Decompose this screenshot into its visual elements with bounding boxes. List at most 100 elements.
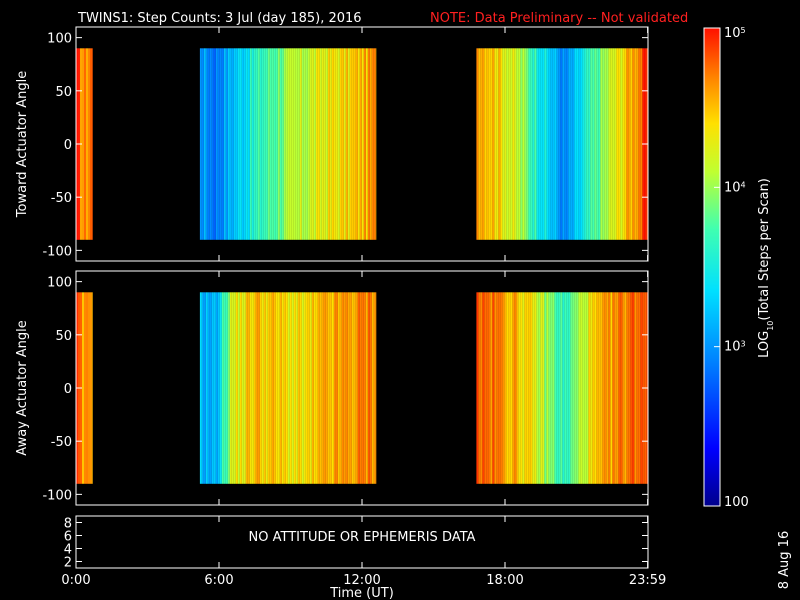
heatmap-cell <box>273 292 276 484</box>
heatmap-cell <box>227 292 230 484</box>
heatmap-cell <box>556 48 559 240</box>
heatmap-cell <box>241 48 244 240</box>
heatmap-cell <box>498 292 501 484</box>
heatmap-cell <box>293 48 296 240</box>
colorbar-tick-label: 103 <box>724 339 746 355</box>
heatmap-cell <box>478 292 481 484</box>
heatmap-cell <box>496 292 499 484</box>
heatmap-cell <box>371 48 374 240</box>
heatmap-cell <box>253 292 256 484</box>
heatmap-cell <box>570 48 573 240</box>
heatmap-cell <box>349 48 352 240</box>
heatmap-cell <box>544 48 547 240</box>
heatmap-cell <box>510 292 513 484</box>
heatmap-cell <box>618 292 621 484</box>
heatmap-cell <box>201 48 204 240</box>
heatmap-cell <box>203 48 206 240</box>
heatmap-cell <box>353 292 356 484</box>
heatmap-cell <box>510 48 513 240</box>
heatmap-cell <box>536 48 539 240</box>
heatmap-cell <box>506 292 509 484</box>
heatmap-cell <box>247 48 250 240</box>
heatmap-cell <box>311 292 314 484</box>
heatmap-cell <box>221 48 224 240</box>
heatmap-cell <box>303 48 306 240</box>
heatmap-cell <box>285 48 288 240</box>
heatmap-cell <box>626 292 629 484</box>
heatmap-cell <box>532 292 535 484</box>
heatmap-cell <box>530 48 533 240</box>
heatmap-cell <box>329 48 332 240</box>
heatmap-cell <box>558 292 561 484</box>
heatmap-cell <box>554 48 557 240</box>
heatmap-cell <box>574 292 577 484</box>
heatmap-cell <box>584 292 587 484</box>
heatmap-cell <box>291 292 294 484</box>
heatmap-cell <box>249 48 252 240</box>
heatmap-cell <box>369 48 372 240</box>
heatmap-cell <box>303 292 306 484</box>
heatmap-cell <box>508 292 511 484</box>
heatmap-cell <box>548 292 551 484</box>
heatmap-cell <box>504 292 507 484</box>
heatmap-cell <box>514 48 517 240</box>
heatmap-cell <box>92 292 93 484</box>
heatmap-cell <box>608 48 611 240</box>
heatmap-cell <box>225 292 228 484</box>
heatmap-cell <box>610 48 613 240</box>
heatmap-cell <box>307 48 310 240</box>
heatmap-cell <box>540 292 543 484</box>
y-tick-label: 2 <box>64 556 72 571</box>
heatmap-cell <box>289 48 292 240</box>
heatmap-cell <box>612 48 615 240</box>
heatmap-cell <box>253 48 256 240</box>
heatmap-cell <box>287 48 290 240</box>
heatmap-cell <box>518 292 521 484</box>
heatmap-cell <box>620 292 623 484</box>
y-tick-label: 0 <box>64 382 72 397</box>
heatmap-cell <box>373 292 376 484</box>
heatmap-cell <box>610 292 613 484</box>
heatmap-cell <box>341 292 344 484</box>
heatmap-cell <box>229 48 232 240</box>
heatmap-cell <box>522 292 525 484</box>
heatmap-cell <box>514 292 517 484</box>
heatmap-cell <box>554 292 557 484</box>
heatmap-cell <box>335 292 338 484</box>
y-tick-label: 8 <box>64 517 72 532</box>
heatmap-cell <box>594 48 597 240</box>
heatmap-cell <box>578 48 581 240</box>
heatmap-cell <box>315 48 318 240</box>
x-tick-label: 23:59 <box>629 573 666 588</box>
heatmap-cell <box>86 48 88 240</box>
heatmap-cell <box>319 292 322 484</box>
heatmap-cell <box>331 292 334 484</box>
heatmap-cell <box>84 292 86 484</box>
heatmap-cell <box>241 292 244 484</box>
heatmap-cell <box>327 292 330 484</box>
heatmap-cell <box>628 292 631 484</box>
x-axis-label: Time (UT) <box>329 586 394 600</box>
heatmap-cell <box>299 292 302 484</box>
heatmap-cell <box>327 48 330 240</box>
away-heatmap <box>76 292 648 484</box>
heatmap-cell <box>626 48 629 240</box>
heatmap-cell <box>480 292 483 484</box>
toward-heatmap <box>76 48 648 240</box>
heatmap-cell <box>219 292 222 484</box>
heatmap-cell <box>488 292 491 484</box>
heatmap-cell <box>498 48 501 240</box>
heatmap-cell <box>570 292 573 484</box>
away-x-ticks <box>75 271 649 505</box>
heatmap-cell <box>359 292 362 484</box>
heatmap-cell <box>199 292 202 484</box>
heatmap-cell <box>86 292 88 484</box>
heatmap-cell <box>90 48 92 240</box>
heatmap-cell <box>490 48 493 240</box>
heatmap-cell <box>576 48 579 240</box>
heatmap-cell <box>309 292 312 484</box>
heatmap-cell <box>345 48 348 240</box>
toward-y-label: Toward Actuator Angle <box>15 71 30 218</box>
heatmap-cell <box>269 48 272 240</box>
heatmap-cell <box>263 292 266 484</box>
